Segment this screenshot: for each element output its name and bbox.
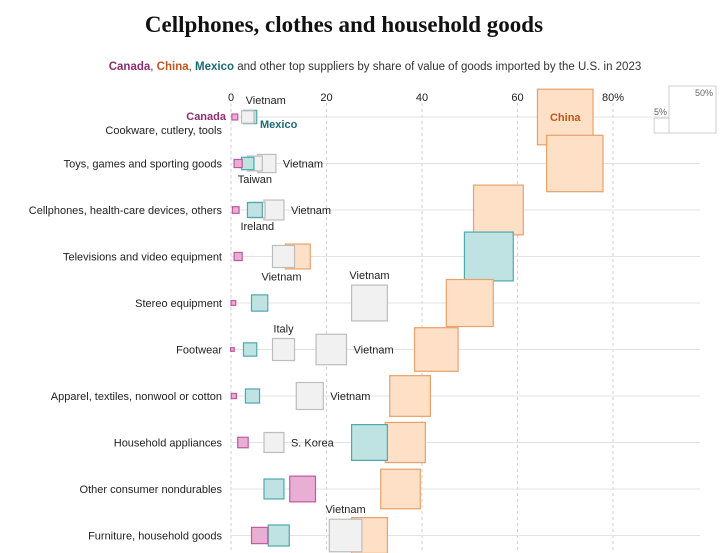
category-label: Apparel, textiles, nonwool or cotton — [51, 391, 222, 403]
subtitle-rest: and other top suppliers by share of valu… — [234, 61, 642, 73]
country-label: Vietnam — [330, 391, 370, 403]
country-label: Italy — [273, 323, 294, 335]
mexico-square — [263, 478, 285, 500]
category-label: Footwear — [176, 345, 222, 357]
canada-square — [233, 251, 243, 262]
chart-subtitle: Canada, China, Mexico and other top supp… — [0, 61, 721, 73]
country-label: Vietnam — [349, 270, 389, 282]
category-label: Other consumer nondurables — [80, 484, 223, 496]
category-label: Televisions and video equipment — [63, 252, 222, 264]
other-square — [271, 244, 296, 269]
other-square — [271, 337, 296, 362]
mexico-square — [246, 201, 263, 219]
china-square — [445, 278, 494, 328]
china-square — [413, 327, 459, 372]
x-tick-label: 60 — [511, 92, 523, 104]
other-square — [328, 518, 363, 553]
size-legend-square-small — [653, 117, 670, 134]
canada-square — [231, 206, 240, 214]
china-square — [472, 184, 524, 236]
x-tick-label: 40 — [416, 92, 428, 104]
mexico-square — [250, 294, 269, 312]
x-tick-label: 80% — [602, 92, 624, 104]
mexico-square — [267, 524, 290, 547]
canada-square — [250, 526, 269, 545]
china-inline-label: China — [550, 112, 581, 124]
x-tick-label: 0 — [228, 92, 234, 104]
china-square — [389, 375, 432, 417]
mexico-square — [463, 231, 514, 282]
other-square — [263, 431, 285, 454]
other-square — [240, 110, 255, 124]
canada-square — [230, 300, 237, 306]
mexico-square — [242, 342, 258, 357]
china-square — [380, 468, 421, 510]
category-label: Cookware, cutlery, tools — [105, 125, 222, 137]
size-legend-large-label: 50% — [695, 88, 713, 98]
mexico-square — [244, 388, 261, 404]
size-legend-small-label: 5% — [654, 107, 667, 117]
country-label: Vietnam — [283, 159, 323, 171]
subtitle-canada: Canada — [108, 61, 151, 73]
subtitle-china: China — [156, 61, 189, 73]
mexico-square — [240, 156, 255, 171]
country-label: S. Korea — [291, 438, 335, 450]
canada-square — [231, 113, 239, 121]
country-label: Ireland — [240, 221, 274, 233]
canada-square — [289, 475, 317, 503]
canada-square — [230, 347, 235, 352]
other-square — [263, 199, 285, 221]
canada-square — [237, 436, 249, 449]
canada-square — [233, 158, 243, 169]
country-label: Taiwan — [238, 174, 272, 186]
chart-title: Cellphones, clothes and household goods — [144, 12, 544, 37]
subtitle-sep-1: , — [150, 61, 157, 73]
country-label: Vietnam — [326, 504, 366, 516]
mexico-square — [350, 424, 388, 461]
other-square — [315, 333, 348, 366]
canada-square — [230, 392, 238, 400]
x-tick-label: 20 — [320, 92, 332, 104]
subtitle-mexico: Mexico — [195, 61, 235, 73]
country-label: Vietnam — [261, 272, 301, 284]
category-label: Household appliances — [114, 438, 223, 450]
category-label: Toys, games and sporting goods — [64, 159, 223, 171]
canada-inline-label: Canada — [186, 111, 227, 123]
other-square — [350, 284, 388, 322]
subtitle-sep-2: , — [188, 61, 196, 73]
country-label: Vietnam — [246, 95, 286, 107]
country-label: Vietnam — [354, 345, 394, 357]
category-label: Furniture, household goods — [88, 531, 222, 543]
country-label: Vietnam — [291, 205, 331, 217]
china-square — [384, 421, 426, 464]
mexico-inline-label: Mexico — [260, 119, 298, 131]
china-square — [545, 134, 604, 193]
category-label: Stereo equipment — [135, 298, 222, 310]
size-legend-square-large — [668, 85, 717, 134]
category-label: Cellphones, health-care devices, others — [29, 205, 223, 217]
other-square — [295, 381, 324, 411]
